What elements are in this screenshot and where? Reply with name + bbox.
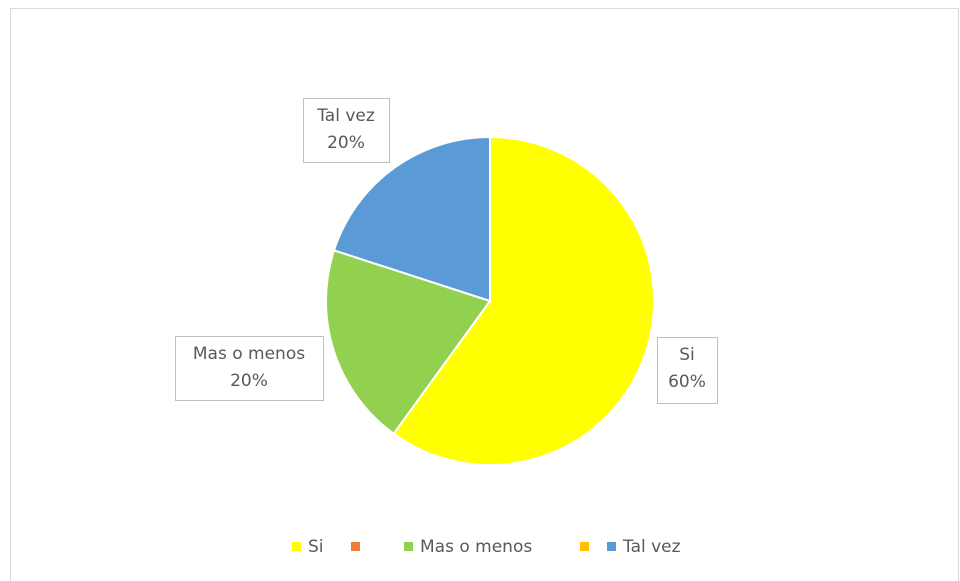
- data-label: 20%: [327, 133, 365, 153]
- pie-slice: [392, 135, 655, 466]
- pie-slice: [325, 249, 492, 436]
- data-label-category: Si: [679, 345, 695, 365]
- legend-label: Tal vez: [622, 537, 681, 557]
- label-box: [303, 98, 390, 163]
- legend-swatch: [607, 542, 616, 551]
- data-label: 60%: [668, 372, 706, 392]
- legend-swatch: [292, 542, 301, 551]
- data-label-category: Mas o menos: [193, 344, 305, 364]
- label-box: [175, 336, 324, 401]
- legend-swatch: [404, 542, 413, 551]
- legend-label: Mas o menos: [420, 537, 532, 557]
- legend-swatch: [351, 542, 360, 551]
- label-box: [657, 337, 718, 404]
- data-label: 20%: [230, 371, 268, 391]
- legend-label: Si: [308, 537, 324, 557]
- data-label-category: Tal vez: [316, 106, 375, 126]
- pie-slice: [332, 135, 491, 303]
- legend-swatch: [580, 542, 589, 551]
